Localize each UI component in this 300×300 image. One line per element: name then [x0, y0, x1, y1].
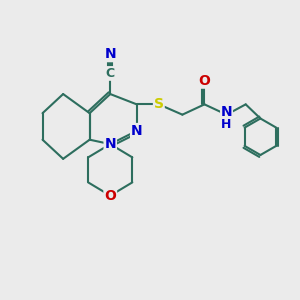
- Text: N: N: [221, 105, 232, 119]
- Text: H: H: [221, 118, 232, 130]
- Text: C: C: [106, 67, 115, 80]
- Text: N: N: [104, 47, 116, 61]
- Text: N: N: [104, 137, 116, 151]
- Text: N: N: [131, 124, 142, 138]
- Text: O: O: [199, 74, 210, 88]
- Text: O: O: [104, 189, 116, 202]
- Text: S: S: [154, 98, 164, 111]
